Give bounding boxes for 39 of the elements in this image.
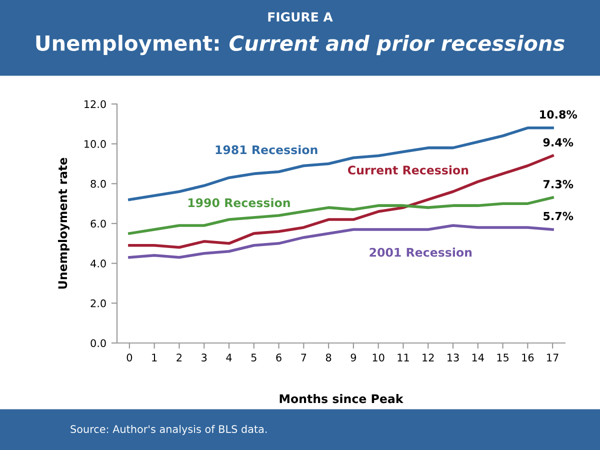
x-tick-label: 9 — [350, 354, 356, 362]
series-label: 2001 Recession — [370, 248, 472, 257]
data-label: 9.4% — [543, 138, 574, 147]
x-tick-label: 15 — [497, 354, 508, 362]
x-tick-label: 1 — [152, 354, 157, 362]
series-label: Current Recession — [348, 165, 468, 175]
data-label: 10.8% — [540, 110, 578, 119]
series-label: 1981 Recession — [216, 145, 318, 154]
x-tick-label: 16 — [522, 354, 534, 362]
y-tick-label: 12.0 — [84, 100, 106, 108]
x-tick-label: 3 — [202, 354, 207, 362]
y-tick-label: 6.0 — [90, 220, 106, 228]
y-tick-label: 0.0 — [90, 339, 106, 348]
x-tick-label: 5 — [251, 354, 256, 362]
y-tick-label: 4.0 — [90, 260, 106, 268]
x-tick-label: 13 — [448, 354, 459, 362]
y-tick-label: 10.0 — [84, 140, 106, 148]
series-label: 1990 Recession — [188, 198, 290, 208]
data-label: 5.7% — [544, 212, 574, 220]
source-note: Source: Author's analysis of BLS data. — [70, 424, 267, 436]
x-tick-label: 12 — [422, 354, 434, 362]
y-tick-label: 2.0 — [90, 299, 106, 308]
x-tick-label: 11 — [398, 354, 409, 362]
x-tick-label: 4 — [226, 354, 232, 362]
x-tick-label: 10 — [372, 354, 384, 362]
x-tick-label: 14 — [472, 354, 484, 362]
y-tick-label: 8.0 — [90, 180, 106, 188]
x-tick-label: 6 — [276, 354, 282, 362]
x-tick-label: 0 — [126, 354, 132, 362]
line-series — [128, 224, 554, 259]
x-tick-label: 7 — [301, 354, 306, 362]
chart-title: Unemployment: Current and prior recessions — [36, 34, 564, 56]
x-tick-label: 17 — [547, 354, 558, 362]
x-axis-title: Months since Peak — [280, 394, 404, 404]
data-label: 7.3% — [543, 180, 574, 188]
chart-subtitle: FIGURE A — [268, 12, 333, 22]
y-axis-title: Unemployment rate — [58, 158, 70, 289]
x-tick-label: 8 — [326, 354, 332, 362]
x-tick-label: 2 — [176, 354, 182, 362]
